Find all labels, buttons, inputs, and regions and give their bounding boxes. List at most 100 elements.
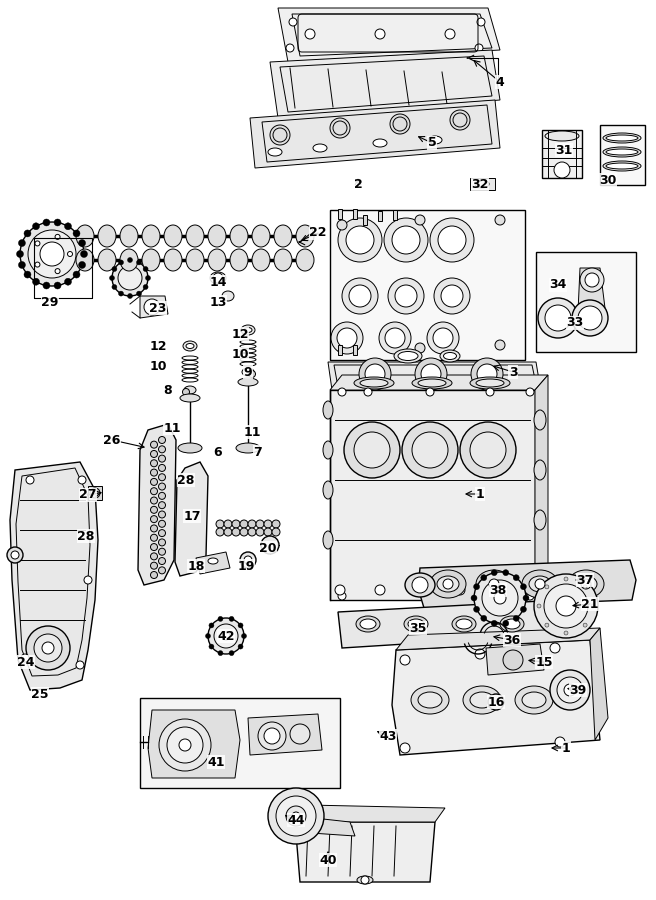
- Ellipse shape: [323, 481, 333, 499]
- Circle shape: [54, 219, 61, 226]
- Bar: [330, 210, 525, 360]
- Circle shape: [64, 278, 72, 285]
- Text: 6: 6: [214, 446, 222, 458]
- Circle shape: [475, 44, 483, 52]
- Text: 26: 26: [103, 434, 121, 446]
- Circle shape: [159, 501, 165, 508]
- Circle shape: [35, 241, 40, 246]
- Circle shape: [338, 592, 346, 600]
- Circle shape: [525, 585, 535, 595]
- Circle shape: [292, 812, 300, 820]
- Text: 34: 34: [549, 278, 567, 292]
- Circle shape: [159, 492, 165, 500]
- Ellipse shape: [545, 131, 579, 141]
- Circle shape: [415, 585, 425, 595]
- Ellipse shape: [483, 576, 505, 592]
- Text: 27: 27: [79, 489, 96, 501]
- Polygon shape: [296, 816, 355, 836]
- Circle shape: [400, 743, 410, 753]
- Circle shape: [337, 343, 347, 353]
- Circle shape: [486, 388, 494, 396]
- Circle shape: [481, 616, 487, 621]
- Ellipse shape: [164, 225, 182, 247]
- Ellipse shape: [98, 249, 116, 271]
- Circle shape: [441, 285, 463, 307]
- Circle shape: [150, 488, 157, 495]
- Polygon shape: [196, 552, 230, 574]
- Circle shape: [354, 432, 390, 468]
- Text: 1: 1: [562, 742, 570, 754]
- Circle shape: [438, 226, 466, 254]
- Circle shape: [379, 322, 411, 354]
- Circle shape: [24, 230, 31, 237]
- Polygon shape: [250, 100, 500, 168]
- Bar: [338, 209, 342, 219]
- Circle shape: [110, 275, 115, 281]
- Circle shape: [475, 649, 485, 659]
- Ellipse shape: [268, 148, 282, 156]
- Text: 17: 17: [183, 509, 201, 523]
- Circle shape: [564, 577, 568, 581]
- Ellipse shape: [183, 341, 197, 351]
- Ellipse shape: [606, 149, 638, 155]
- Ellipse shape: [575, 576, 597, 592]
- Circle shape: [209, 623, 214, 628]
- Circle shape: [388, 278, 424, 314]
- Ellipse shape: [244, 328, 252, 332]
- Circle shape: [76, 661, 84, 669]
- Circle shape: [213, 273, 223, 283]
- Circle shape: [112, 260, 148, 296]
- Circle shape: [179, 739, 191, 751]
- Circle shape: [430, 218, 474, 262]
- Circle shape: [150, 562, 157, 569]
- Ellipse shape: [252, 249, 270, 271]
- Circle shape: [474, 572, 526, 624]
- Text: 42: 42: [217, 629, 235, 643]
- Ellipse shape: [529, 576, 551, 592]
- Ellipse shape: [412, 377, 452, 389]
- Ellipse shape: [534, 510, 546, 530]
- Circle shape: [433, 328, 453, 348]
- Circle shape: [18, 261, 26, 268]
- Circle shape: [455, 585, 465, 595]
- Ellipse shape: [443, 353, 457, 359]
- Circle shape: [534, 574, 598, 638]
- Circle shape: [578, 306, 602, 330]
- Circle shape: [78, 476, 86, 484]
- Circle shape: [276, 796, 316, 836]
- Circle shape: [18, 239, 26, 247]
- Text: 8: 8: [164, 383, 173, 397]
- Ellipse shape: [360, 379, 388, 387]
- Circle shape: [426, 388, 434, 396]
- Circle shape: [159, 520, 165, 527]
- Circle shape: [159, 483, 165, 490]
- Circle shape: [520, 584, 526, 590]
- Circle shape: [11, 551, 19, 559]
- Circle shape: [73, 271, 80, 278]
- Circle shape: [412, 577, 428, 593]
- Circle shape: [16, 250, 24, 257]
- Circle shape: [214, 624, 238, 648]
- Ellipse shape: [184, 386, 196, 394]
- Circle shape: [209, 644, 214, 649]
- Circle shape: [43, 282, 50, 289]
- Bar: [338, 345, 342, 355]
- Circle shape: [556, 596, 576, 616]
- Circle shape: [474, 607, 480, 612]
- Polygon shape: [10, 462, 98, 690]
- Circle shape: [33, 223, 39, 230]
- Ellipse shape: [522, 692, 546, 708]
- Circle shape: [136, 260, 142, 265]
- Circle shape: [143, 266, 148, 272]
- Circle shape: [216, 528, 224, 536]
- Polygon shape: [175, 462, 208, 576]
- Ellipse shape: [222, 291, 234, 301]
- Circle shape: [545, 623, 549, 627]
- Circle shape: [248, 520, 256, 528]
- Circle shape: [26, 476, 34, 484]
- Text: 23: 23: [150, 302, 167, 314]
- Circle shape: [474, 584, 480, 590]
- Polygon shape: [486, 644, 544, 675]
- Circle shape: [415, 215, 425, 225]
- Circle shape: [537, 604, 541, 608]
